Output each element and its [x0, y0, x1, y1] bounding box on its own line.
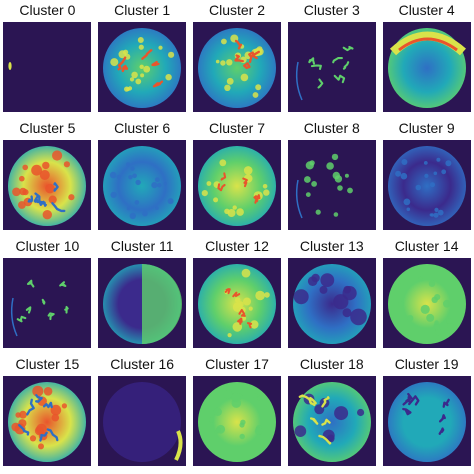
cluster-label: Cluster 4	[398, 2, 455, 18]
tissue-section	[387, 264, 466, 344]
cluster-map-image	[98, 22, 187, 112]
cluster-label: Cluster 7	[208, 120, 266, 136]
tissue-edge	[295, 61, 303, 101]
hotspots	[394, 157, 451, 218]
hotspots	[389, 31, 466, 56]
cluster-map-image	[3, 140, 92, 230]
hotspots	[8, 62, 12, 70]
structure-pattern	[234, 39, 260, 70]
tissue-section	[198, 382, 276, 462]
tissue-section	[8, 382, 87, 462]
image-background	[287, 22, 376, 112]
cluster-map-image	[382, 258, 471, 348]
image-background	[3, 22, 92, 112]
image-background	[287, 140, 376, 230]
cluster-map-image	[98, 376, 187, 466]
hotspots	[209, 390, 263, 440]
hotspots	[293, 273, 367, 326]
tissue-section	[387, 146, 466, 226]
cluster-map-image	[287, 258, 376, 348]
hotspots	[397, 37, 458, 52]
cluster-label: Cluster 16	[110, 356, 175, 372]
cluster-map-image	[3, 258, 92, 348]
cluster-label: Cluster 10	[15, 238, 80, 254]
cluster-label: Cluster 18	[299, 356, 364, 372]
tissue-section	[387, 382, 466, 462]
hotspots	[110, 162, 174, 220]
hotspots	[142, 264, 183, 344]
hotspots	[201, 159, 270, 217]
structure-pattern	[298, 394, 332, 445]
cluster-map-image	[193, 258, 281, 348]
structure-pattern	[27, 182, 66, 213]
cluster-label: Cluster 5	[19, 120, 76, 136]
structure-pattern	[117, 49, 164, 88]
cluster-map-image	[98, 140, 187, 230]
cluster-map-image	[98, 258, 187, 348]
cluster-label: Cluster 3	[303, 2, 360, 18]
structure-pattern	[308, 45, 354, 89]
structure-pattern	[401, 392, 450, 435]
cluster-label: Cluster 9	[398, 120, 455, 136]
cluster-label: Cluster 1	[114, 2, 171, 18]
cluster-label: Cluster 12	[205, 238, 269, 254]
cluster-map-image	[193, 140, 281, 230]
cluster-label: Cluster 13	[299, 238, 364, 254]
tissue-section	[198, 146, 276, 226]
structure-pattern	[18, 394, 59, 442]
cluster-label: Cluster 0	[19, 2, 76, 18]
tissue-edge	[295, 179, 303, 219]
structure-pattern	[217, 172, 261, 204]
image-background	[3, 258, 92, 348]
cluster-label: Cluster 2	[208, 2, 266, 18]
hotspots	[174, 430, 183, 461]
cluster-map-image	[3, 22, 92, 112]
cluster-label: Cluster 6	[114, 120, 171, 136]
cluster-map-image	[287, 22, 376, 112]
hotspots	[215, 34, 264, 98]
hotspots	[11, 385, 68, 450]
cluster-map-image	[3, 376, 92, 466]
cluster-label: Cluster 11	[110, 238, 174, 254]
hotspots	[12, 150, 75, 220]
hotspots	[397, 276, 453, 336]
tissue-section	[387, 28, 466, 108]
cluster-label: Cluster 19	[394, 356, 459, 372]
cluster-label: Cluster 8	[303, 120, 360, 136]
cluster-label: Cluster 15	[15, 356, 80, 372]
tissue-edge	[11, 297, 19, 337]
cluster-map-image	[382, 22, 471, 112]
hotspots	[110, 37, 175, 92]
tissue-section	[103, 382, 182, 462]
cluster-map-image	[193, 22, 281, 112]
cluster-map-image	[382, 140, 471, 230]
structure-pattern	[17, 279, 70, 323]
cluster-map-image	[287, 140, 376, 230]
cluster-label: Cluster 14	[394, 238, 459, 254]
cluster-map-image	[382, 376, 471, 466]
cluster-map-image	[193, 376, 281, 466]
tissue-section	[292, 382, 371, 462]
hotspots	[303, 153, 353, 217]
cluster-label: Cluster 17	[205, 356, 269, 372]
cluster-map-image	[287, 376, 376, 466]
tissue-section	[103, 146, 182, 226]
structure-pattern	[224, 288, 253, 329]
